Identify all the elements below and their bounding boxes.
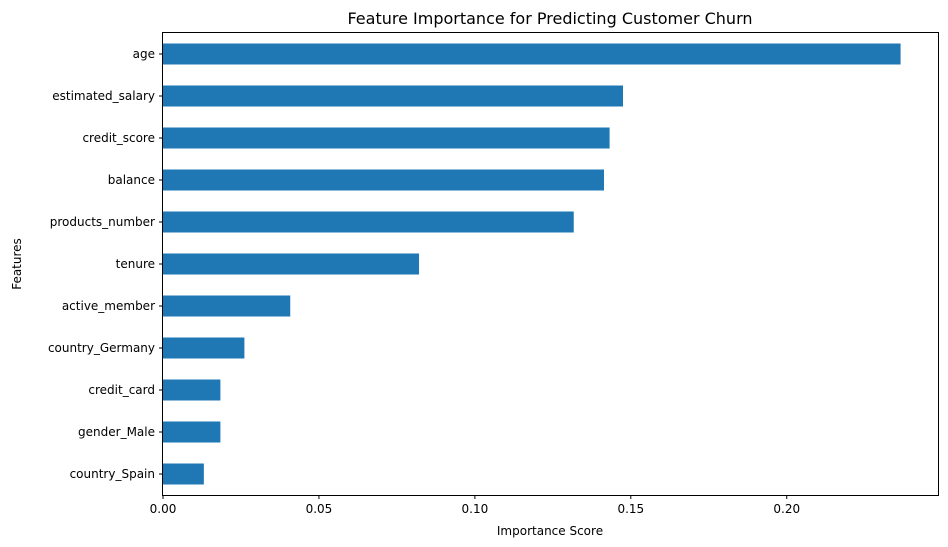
bar-balance — [163, 169, 604, 191]
plot-frame — [162, 32, 939, 496]
x-tick-label: 0.15 — [617, 502, 644, 516]
bar-active_member — [163, 295, 291, 317]
bar-credit_card — [163, 379, 221, 401]
x-tick-label: 0.20 — [773, 502, 800, 516]
y-axis-label: Features — [10, 238, 24, 290]
bar-credit_score — [163, 127, 610, 149]
y-tick-label: active_member — [62, 299, 155, 313]
bar-tenure — [163, 253, 420, 275]
y-tick-label: estimated_salary — [52, 89, 155, 103]
y-tick-label: products_number — [50, 215, 155, 229]
y-tick-label: tenure — [116, 257, 155, 271]
bar-gender_Male — [163, 421, 221, 443]
x-axis-label: Importance Score — [497, 524, 603, 538]
x-ticks-group: 0.00 0.05 0.10 0.15 0.20 — [150, 495, 800, 516]
y-tick-label: gender_Male — [78, 425, 155, 439]
bar-country_Spain — [163, 463, 204, 485]
bar-products_number — [163, 211, 574, 233]
x-tick-label: 0.05 — [306, 502, 333, 516]
bars-group — [163, 43, 901, 485]
y-tick-label: balance — [108, 173, 155, 187]
chart-title: Feature Importance for Predicting Custom… — [347, 9, 752, 28]
bar-age — [163, 43, 901, 65]
bar-country_Germany — [163, 337, 245, 359]
y-tick-label: credit_score — [82, 131, 155, 145]
y-tick-label: age — [133, 47, 155, 61]
bar-estimated_salary — [163, 85, 624, 107]
y-tick-label: credit_card — [88, 383, 155, 397]
x-tick-label: 0.10 — [462, 502, 489, 516]
y-tick-label: country_Germany — [48, 341, 155, 355]
y-tick-label: country_Spain — [70, 467, 155, 481]
x-tick-label: 0.00 — [150, 502, 177, 516]
